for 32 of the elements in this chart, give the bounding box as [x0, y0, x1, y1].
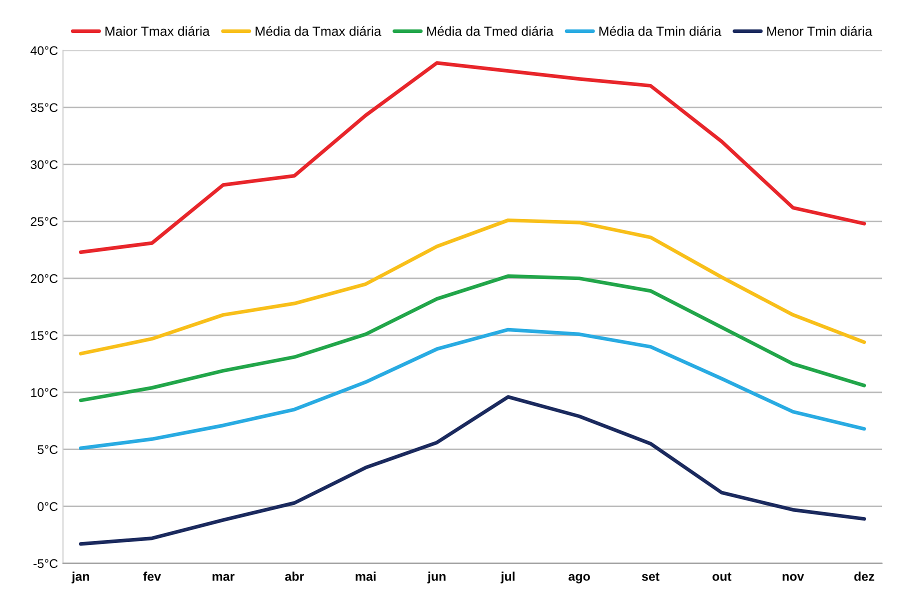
- y-tick-label: 0°C: [38, 502, 58, 512]
- legend-label: Média da Tmed diária: [427, 26, 554, 36]
- x-tick-label: mar: [212, 574, 235, 581]
- y-tick-label: 25°C: [30, 217, 58, 226]
- legend-label: Maior Tmax diária: [106, 26, 210, 36]
- x-tick-label: jun: [427, 572, 446, 584]
- line-series: [79, 395, 866, 546]
- line-series: [79, 61, 866, 254]
- x-tick-label: abr: [285, 572, 304, 581]
- y-tick-label: 15°C: [31, 331, 58, 340]
- y-tick-label: 40°C: [30, 46, 58, 56]
- x-tick-label: jan: [72, 572, 90, 584]
- x-tick-label: set: [642, 572, 660, 581]
- x-tick-label: ago: [568, 574, 590, 584]
- x-tick-label: nov: [782, 574, 804, 581]
- y-tick-label: 20°C: [30, 274, 58, 284]
- line-series: [79, 274, 866, 402]
- y-tick-label: 30°C: [30, 160, 58, 170]
- x-tick-label: dez: [854, 572, 874, 581]
- legend-label: Média da Tmax diária: [256, 26, 382, 36]
- x-tick-label: jul: [500, 572, 515, 584]
- x-tick-label: out: [712, 572, 732, 581]
- y-tick-label: 5°C: [38, 445, 58, 454]
- legend-label: Menor Tmin diária: [767, 26, 872, 36]
- y-tick-label: -5°C: [34, 559, 58, 568]
- x-tick-label: mai: [356, 572, 376, 581]
- line-series: [79, 218, 866, 356]
- line-series: [79, 328, 866, 450]
- y-tick-label: 10°C: [31, 388, 58, 398]
- y-tick-label: 35°C: [30, 103, 58, 112]
- legend-label: Média da Tmin diária: [599, 26, 722, 36]
- x-tick-label: fev: [143, 572, 161, 581]
